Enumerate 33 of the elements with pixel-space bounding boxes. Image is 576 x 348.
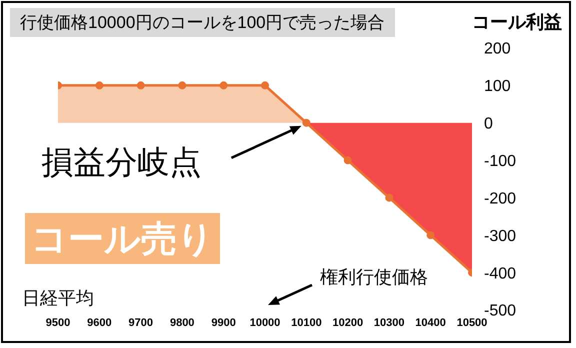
y-tick-label: -200 [484, 190, 516, 208]
y-tick-label: 200 [484, 40, 511, 58]
x-tick-label: 9700 [128, 316, 154, 329]
x-tick-label: 9600 [87, 316, 112, 329]
x-tick-label: 9500 [46, 316, 70, 329]
x-tick-label: 9800 [170, 316, 194, 329]
point [95, 81, 104, 90]
y-axis-title: コール利益 [472, 11, 562, 34]
x-tick-label: 10300 [374, 316, 404, 329]
x-tick-label: 10400 [415, 316, 446, 329]
point [220, 81, 228, 90]
point [344, 156, 352, 164]
chart-title: 行使価格10000円のコールを100円で売った場合 [10, 8, 395, 37]
point [261, 81, 269, 90]
y-tick-label: 0 [484, 116, 493, 133]
x-axis-title: 日経平均 [22, 287, 94, 310]
annotation: 権利行使価格 [320, 267, 428, 288]
x-tick-label: 9900 [211, 316, 236, 329]
annotation: コール売り [25, 213, 220, 264]
x-tick-label: 10000 [250, 316, 280, 329]
point [426, 231, 435, 240]
annotation: 損益分岐点 [41, 144, 202, 180]
point [178, 81, 186, 90]
point [302, 118, 310, 127]
y-tick-label: 100 [484, 78, 511, 96]
x-tick-label: 10100 [291, 316, 322, 329]
y-tick-label: -100 [484, 152, 516, 170]
y-tick-label: -400 [484, 265, 516, 282]
point [385, 194, 394, 202]
y-tick-label: -300 [484, 228, 516, 245]
x-tick-label: 10500 [456, 316, 488, 329]
point [136, 81, 145, 90]
x-tick-label: 10200 [332, 316, 364, 329]
